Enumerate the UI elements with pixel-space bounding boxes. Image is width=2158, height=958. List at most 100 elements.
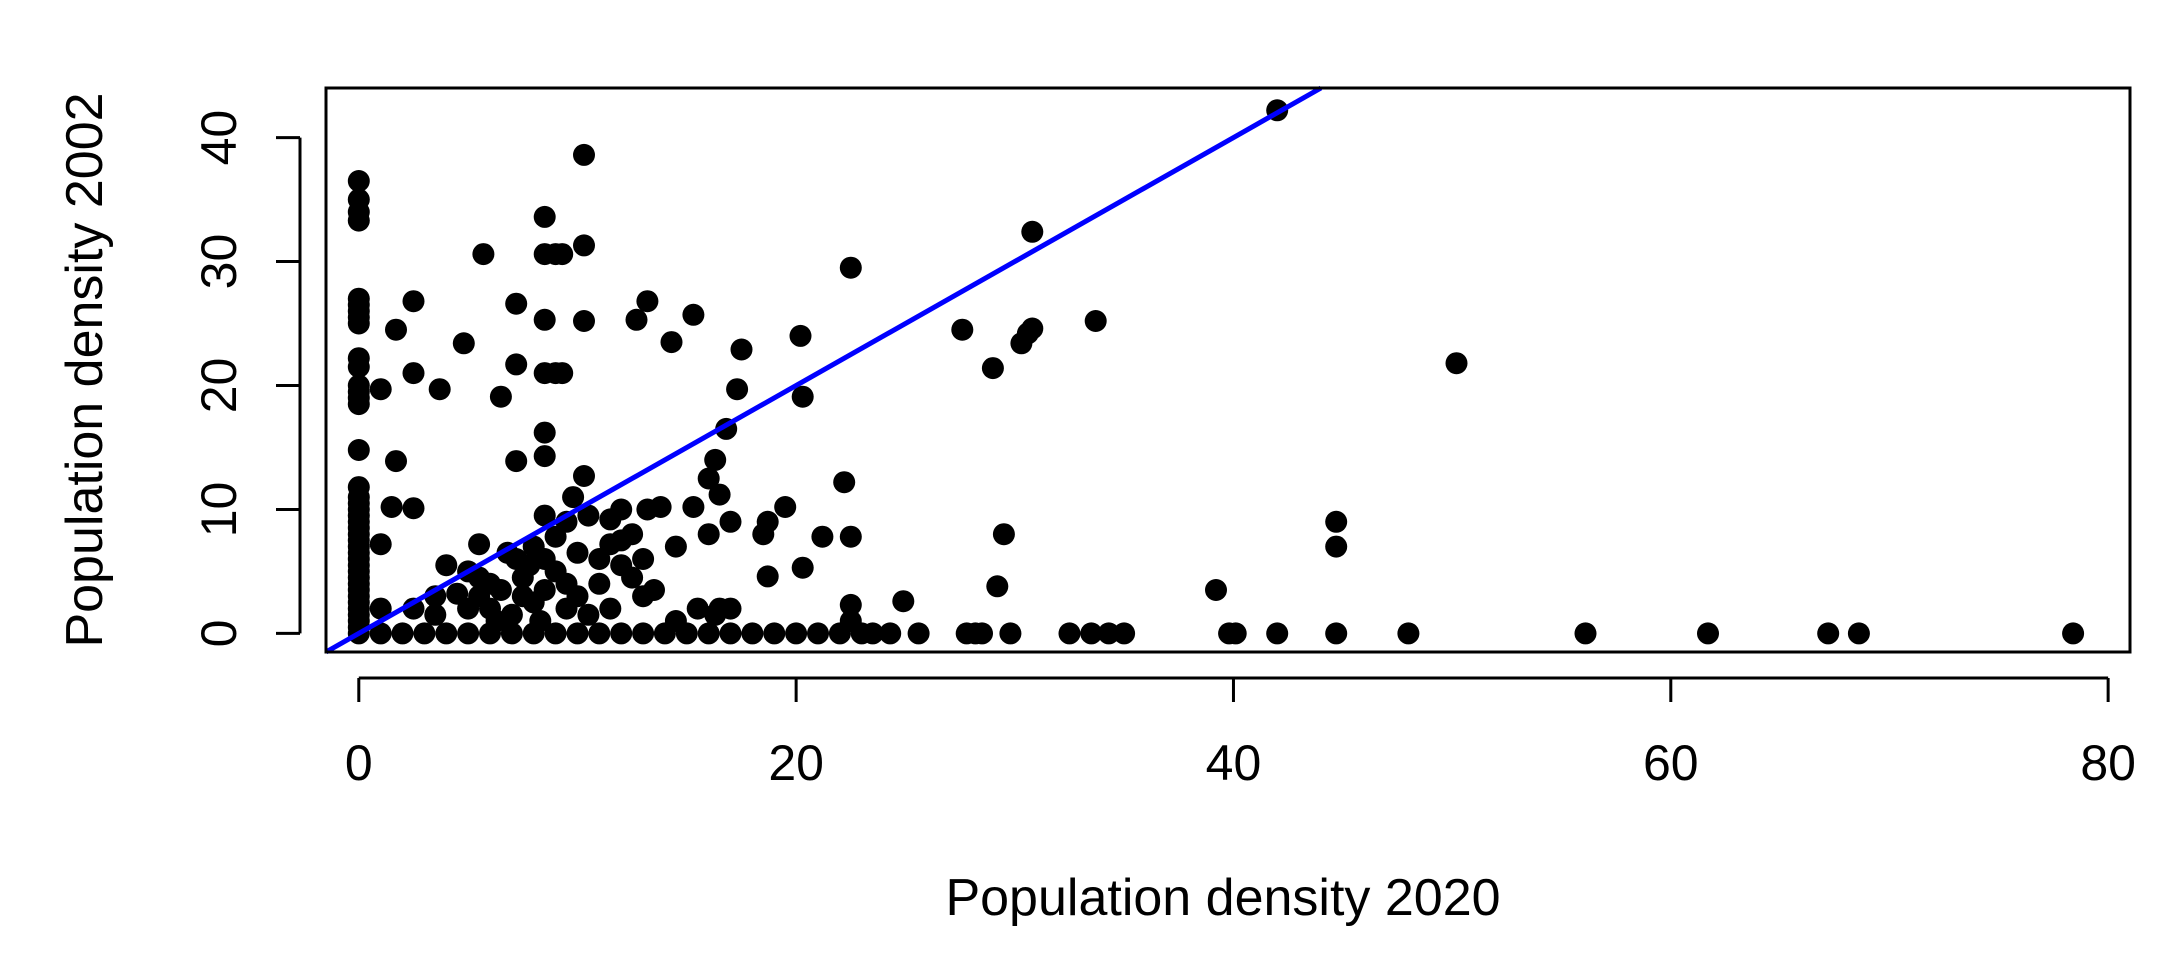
y-axis: 0 10 20 30 40 [191,110,302,647]
y-axis-title: Population density 2002 [56,92,114,647]
data-point [402,362,425,385]
data-point [577,504,600,527]
data-point [675,622,698,645]
data-point [791,385,814,408]
data-point [1080,622,1103,645]
data-point [704,448,727,471]
data-point [839,593,862,616]
data-point [807,622,829,645]
data-point [1205,579,1227,601]
data-point [347,393,370,416]
data-point [774,496,797,518]
data-point [369,533,392,556]
x-tick-label: 60 [1643,735,1699,791]
data-point [566,585,589,608]
data-point [636,290,659,313]
y-tick-label: 40 [191,110,247,166]
data-point [347,312,370,335]
data-point [697,523,720,546]
data-point [1021,220,1044,243]
data-point [533,308,556,331]
data-point [424,603,447,626]
data-point [632,548,655,570]
data-point [468,533,491,556]
data-point [500,622,523,645]
data-point [533,579,556,601]
data-point [544,622,567,645]
data-point [428,378,451,401]
data-point [369,597,392,620]
data-point [839,256,862,279]
data-point [533,445,556,468]
points-layer [347,99,2085,645]
data-point [435,554,458,577]
data-point [756,565,779,588]
data-point [1817,622,1840,645]
data-point [1697,622,1719,645]
data-point [719,597,742,620]
data-point [489,385,512,408]
data-point [986,575,1009,598]
data-point [708,483,731,506]
x-tick-label: 0 [345,735,373,791]
data-point [625,308,648,331]
x-tick-label: 80 [2080,735,2136,791]
data-point [566,622,589,645]
data-point [505,353,528,376]
data-point [791,556,814,579]
x-tick-label: 20 [768,735,824,791]
data-point [2062,622,2085,645]
data-point [981,357,1004,380]
data-point [1325,510,1348,533]
data-point [610,498,633,521]
data-point [892,590,915,613]
data-point [1847,622,1870,645]
data-point [1574,622,1597,645]
data-point [1058,622,1081,645]
data-point [385,450,407,473]
data-point [413,622,436,645]
data-point [643,579,665,601]
data-point [1266,622,1289,645]
data-point [1097,622,1120,645]
data-point [660,331,683,354]
data-point [391,622,414,645]
data-point [573,465,595,487]
plot-frame [324,86,2132,654]
data-point [533,421,556,444]
data-point [1224,622,1247,645]
data-point [610,622,633,645]
data-point [533,504,556,527]
data-point [1325,535,1348,558]
data-point [505,450,528,473]
data-point [951,318,974,341]
data-point [452,332,475,355]
data-point [621,523,644,546]
data-point [833,471,856,494]
data-point [402,497,425,520]
data-point [347,170,370,192]
y-tick-label: 30 [191,234,247,290]
data-point [573,234,595,257]
data-point [785,622,808,645]
data-point [1397,622,1420,645]
data-point [649,496,672,518]
data-point [1084,310,1107,332]
data-point [621,566,644,589]
data-point [577,603,600,626]
data-point [632,622,655,645]
data-point [529,610,552,632]
x-axis-title: Population density 2020 [945,869,1500,927]
data-point [686,597,709,620]
data-point [719,622,742,645]
data-point [1113,622,1136,645]
data-point [992,523,1015,546]
data-point [347,439,370,461]
reference-line-layer [324,85,1323,655]
data-point [682,496,705,518]
data-point [682,303,705,326]
data-point [907,622,930,645]
data-point [1021,317,1044,340]
